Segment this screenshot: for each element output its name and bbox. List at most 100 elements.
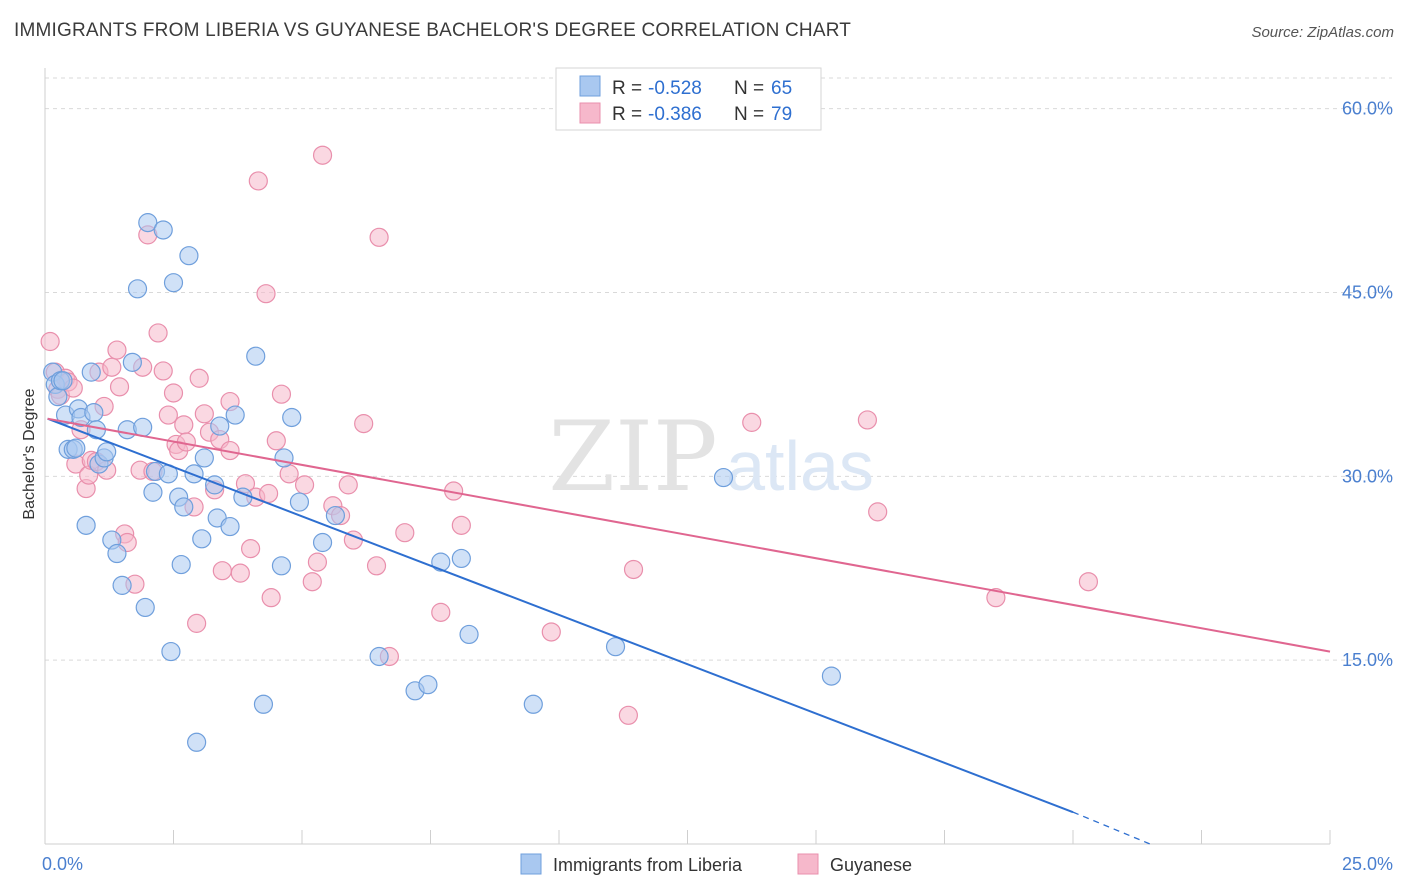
guyanese-point xyxy=(158,405,178,425)
liberia-point xyxy=(418,675,438,695)
liberia-point xyxy=(225,405,245,425)
guyanese-point xyxy=(1078,572,1099,592)
guyanese-point xyxy=(189,368,209,388)
y-tick-label: 45.0% xyxy=(1342,282,1393,302)
liberia-point xyxy=(282,407,302,428)
guyanese-point xyxy=(266,431,286,451)
guyanese-point xyxy=(174,415,194,435)
stat-r-value-liberia: -0.528 xyxy=(648,78,702,99)
guyanese-point xyxy=(256,284,276,304)
series-legend: Immigrants from Liberia Guyanese xyxy=(520,853,912,875)
stats-legend: R = -0.528 N = 65 R = -0.386 N = 79 xyxy=(555,67,822,131)
legend-swatch-liberia xyxy=(520,853,542,875)
liberia-point xyxy=(431,552,451,572)
guyanese-swatch xyxy=(579,102,601,124)
chart-title: IMMIGRANTS FROM LIBERIA VS GUYANESE BACH… xyxy=(14,20,852,41)
stat-r-label-liberia: R = xyxy=(612,78,642,99)
stat-n-value-guyanese: 79 xyxy=(771,104,792,125)
liberia-point xyxy=(127,279,148,299)
guyanese-point xyxy=(230,563,250,583)
liberia-point xyxy=(133,417,153,437)
trend-lines xyxy=(47,417,1331,845)
liberia-point xyxy=(605,637,626,657)
guyanese-point xyxy=(258,483,279,504)
guyanese-point xyxy=(395,523,415,543)
stat-r-label-guyanese: R = xyxy=(612,104,642,125)
stat-r-value-guyanese: -0.386 xyxy=(648,104,702,125)
source-note: Source: ZipAtlas.com xyxy=(1251,24,1394,41)
stat-n-value-liberia: 65 xyxy=(771,78,792,99)
liberia-point xyxy=(274,448,294,468)
guyanese-point xyxy=(366,556,387,576)
liberia-point xyxy=(112,575,132,595)
watermark-atlas: atlas xyxy=(726,427,874,505)
guyanese-point xyxy=(163,383,184,403)
guyanese-point xyxy=(868,502,888,522)
guyanese-point xyxy=(307,552,328,572)
guyanese-point xyxy=(302,572,322,592)
guyanese-point xyxy=(271,384,292,404)
legend-swatch-guyanese xyxy=(797,853,819,875)
liberia-point xyxy=(192,529,212,549)
axes: 15.0% 30.0% 45.0% 60.0% 0.0% 25.0% xyxy=(42,68,1393,874)
guyanese-point xyxy=(338,475,358,495)
x-tick-label: 0.0% xyxy=(42,854,83,874)
liberia-point xyxy=(210,416,230,436)
liberia-point xyxy=(369,646,389,667)
guyanese-point xyxy=(742,412,762,432)
guyanese-point xyxy=(194,404,214,424)
guyanese-point xyxy=(541,622,561,642)
y-axis-title: Bachelor's Degree xyxy=(21,388,38,519)
liberia-point xyxy=(220,516,240,537)
liberia-point xyxy=(821,666,842,686)
guyanese-point xyxy=(857,410,878,430)
liberia-point xyxy=(84,402,104,423)
guyanese-point xyxy=(241,539,261,559)
guyanese-point xyxy=(261,588,281,608)
guyanese-point xyxy=(187,613,207,633)
liberia-point xyxy=(138,213,158,233)
y-tick-label: 15.0% xyxy=(1342,650,1393,670)
guyanese-point xyxy=(294,475,315,495)
trend-line-liberia xyxy=(47,417,1074,814)
liberia-point xyxy=(76,515,96,535)
liberia-point xyxy=(325,505,346,526)
liberia-point xyxy=(135,597,155,618)
guyanese-point xyxy=(451,515,471,535)
guyanese-point xyxy=(986,588,1006,608)
guyanese-point xyxy=(354,414,374,434)
guyanese-point xyxy=(623,559,644,580)
liberia-point xyxy=(153,220,173,240)
liberia-point xyxy=(161,641,181,662)
guyanese-point xyxy=(148,323,168,343)
guyanese-point xyxy=(153,361,173,381)
legend-label-liberia: Immigrants from Liberia xyxy=(553,855,743,875)
legend-label-guyanese: Guyanese xyxy=(830,855,912,875)
guyanese-point xyxy=(312,145,333,165)
stat-n-label-guyanese: N = xyxy=(734,104,764,125)
liberia-point xyxy=(53,371,73,391)
watermark-zip: ZIP xyxy=(548,401,717,513)
guyanese-point xyxy=(248,171,268,191)
liberia-point xyxy=(253,694,274,714)
liberia-point xyxy=(523,694,543,714)
trend-line-guyanese xyxy=(47,417,1331,653)
liberia-point xyxy=(81,362,101,382)
liberia-point xyxy=(163,273,184,293)
stat-n-label-liberia: N = xyxy=(734,78,764,99)
y-tick-label: 60.0% xyxy=(1342,99,1393,119)
liberia-point xyxy=(289,492,310,512)
liberia-point xyxy=(174,497,194,517)
guyanese-point xyxy=(109,377,130,397)
liberia-point xyxy=(187,732,207,752)
guyanese-point xyxy=(369,227,389,247)
liberia-point xyxy=(171,554,191,575)
liberia-point xyxy=(179,246,199,266)
liberia-point xyxy=(48,387,68,407)
guyanese-point xyxy=(431,602,451,622)
liberia-swatch xyxy=(579,75,601,97)
liberia-point xyxy=(713,467,734,488)
x-tick-label: 25.0% xyxy=(1342,854,1393,874)
liberia-point xyxy=(194,448,214,468)
